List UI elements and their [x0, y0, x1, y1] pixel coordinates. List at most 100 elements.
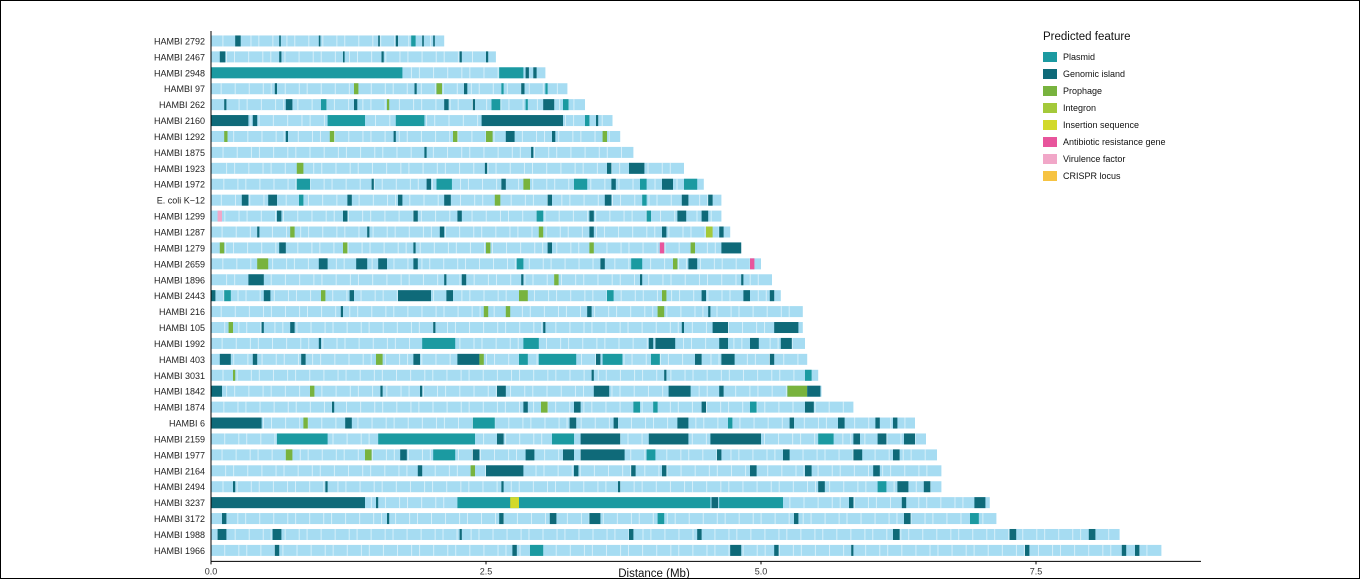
gene-boundary-tick	[854, 465, 855, 476]
feature-segment-genomic-island	[853, 449, 862, 460]
gene-boundary-tick	[382, 370, 383, 381]
gene-boundary-tick	[372, 386, 373, 397]
genome-label: HAMBI 2159	[154, 434, 205, 444]
gene-boundary-tick	[458, 306, 459, 317]
gene-boundary-tick	[678, 402, 679, 413]
gene-boundary-tick	[854, 497, 855, 508]
gene-boundary-tick	[568, 227, 569, 238]
gene-boundary-tick	[493, 529, 494, 540]
feature-segment-genomic-island	[649, 338, 653, 349]
gene-boundary-tick	[358, 386, 359, 397]
feature-segment-genomic-island	[605, 195, 612, 206]
gene-boundary-tick	[436, 418, 437, 429]
feature-segment-genomic-island	[345, 418, 352, 429]
gene-boundary-tick	[307, 306, 308, 317]
gene-boundary-tick	[262, 354, 263, 365]
genome-label: HAMBI 216	[159, 307, 205, 317]
gene-boundary-tick	[429, 258, 430, 269]
gene-boundary-tick	[421, 529, 422, 540]
gene-boundary-tick	[446, 370, 447, 381]
feature-segment-genomic-island	[218, 529, 227, 540]
gene-boundary-tick	[710, 354, 711, 365]
gene-boundary-tick	[401, 386, 402, 397]
gene-boundary-tick	[299, 529, 300, 540]
gene-boundary-tick	[940, 497, 941, 508]
feature-segment-genomic-island	[427, 179, 431, 190]
gene-boundary-tick	[714, 258, 715, 269]
gene-boundary-tick	[382, 402, 383, 413]
gene-boundary-tick	[850, 529, 851, 540]
genome-label: HAMBI 3172	[154, 514, 205, 524]
gene-boundary-tick	[221, 83, 222, 94]
gene-boundary-tick	[758, 274, 759, 285]
gene-boundary-tick	[321, 306, 322, 317]
feature-segment-plasmid	[501, 83, 503, 94]
feature-segment-genomic-island	[485, 163, 487, 174]
gene-boundary-tick	[731, 306, 732, 317]
feature-segment-genomic-island	[279, 35, 281, 46]
gene-boundary-tick	[386, 449, 387, 460]
gene-boundary-tick	[480, 306, 481, 317]
gene-boundary-tick	[542, 242, 543, 253]
feature-segment-plasmid	[433, 449, 455, 460]
gene-boundary-tick	[344, 35, 345, 46]
gene-boundary-tick	[628, 545, 629, 556]
gene-boundary-tick	[375, 115, 376, 126]
gene-boundary-tick	[249, 529, 250, 540]
gene-boundary-tick	[363, 354, 364, 365]
gene-boundary-tick	[736, 258, 737, 269]
gene-boundary-tick	[818, 497, 819, 508]
gene-boundary-tick	[634, 386, 635, 397]
feature-segment-genomic-island	[279, 51, 281, 62]
gene-boundary-tick	[474, 195, 475, 206]
gene-boundary-tick	[358, 163, 359, 174]
feature-segment-prophage	[495, 195, 501, 206]
gene-boundary-tick	[621, 290, 622, 301]
feature-segment-genomic-island	[275, 83, 277, 94]
gene-boundary-tick	[736, 529, 737, 540]
gene-boundary-tick	[500, 99, 501, 110]
gene-boundary-tick	[922, 529, 923, 540]
gene-boundary-tick	[276, 465, 277, 476]
gene-boundary-tick	[350, 274, 351, 285]
gene-boundary-tick	[369, 322, 370, 333]
gene-boundary-tick	[511, 195, 512, 206]
feature-segment-plasmid	[728, 418, 732, 429]
legend-swatch	[1043, 171, 1057, 181]
gene-boundary-tick	[459, 163, 460, 174]
gene-boundary-tick	[522, 418, 523, 429]
genome-row-hambi-2494: HAMBI 2494	[154, 481, 941, 492]
gene-boundary-tick	[707, 370, 708, 381]
feature-segment-genomic-island	[376, 497, 378, 508]
gene-boundary-tick	[383, 290, 384, 301]
gene-boundary-tick	[656, 481, 657, 492]
gene-boundary-tick	[575, 386, 576, 397]
gene-boundary-tick	[260, 322, 261, 333]
gene-boundary-tick	[478, 529, 479, 540]
gene-boundary-tick	[423, 274, 424, 285]
gene-boundary-tick	[616, 306, 617, 317]
gene-boundary-tick	[720, 402, 721, 413]
feature-segment-genomic-island	[878, 433, 887, 444]
feature-segment-genomic-island	[211, 386, 222, 397]
gene-boundary-tick	[447, 545, 448, 556]
genome-label: HAMBI 3031	[154, 371, 205, 381]
feature-segment-genomic-island	[380, 386, 382, 397]
feature-segment-plasmid	[640, 179, 647, 190]
gene-boundary-tick	[271, 274, 272, 285]
gene-boundary-tick	[660, 354, 661, 365]
feature-segment-prophage	[220, 242, 224, 253]
gene-boundary-tick	[251, 147, 252, 158]
gene-boundary-tick	[521, 529, 522, 540]
gene-boundary-tick	[322, 338, 323, 349]
feature-segment-genomic-island	[594, 386, 609, 397]
gene-boundary-tick	[224, 545, 225, 556]
gene-boundary-tick	[251, 481, 252, 492]
gene-boundary-tick	[793, 370, 794, 381]
feature-segment-genomic-island	[394, 131, 396, 142]
gene-boundary-tick	[652, 306, 653, 317]
feature-segment-plasmid	[647, 211, 651, 222]
gene-boundary-tick	[650, 258, 651, 269]
gene-boundary-tick	[460, 481, 461, 492]
genome-row-hambi-1988: HAMBI 1988	[154, 529, 1120, 540]
